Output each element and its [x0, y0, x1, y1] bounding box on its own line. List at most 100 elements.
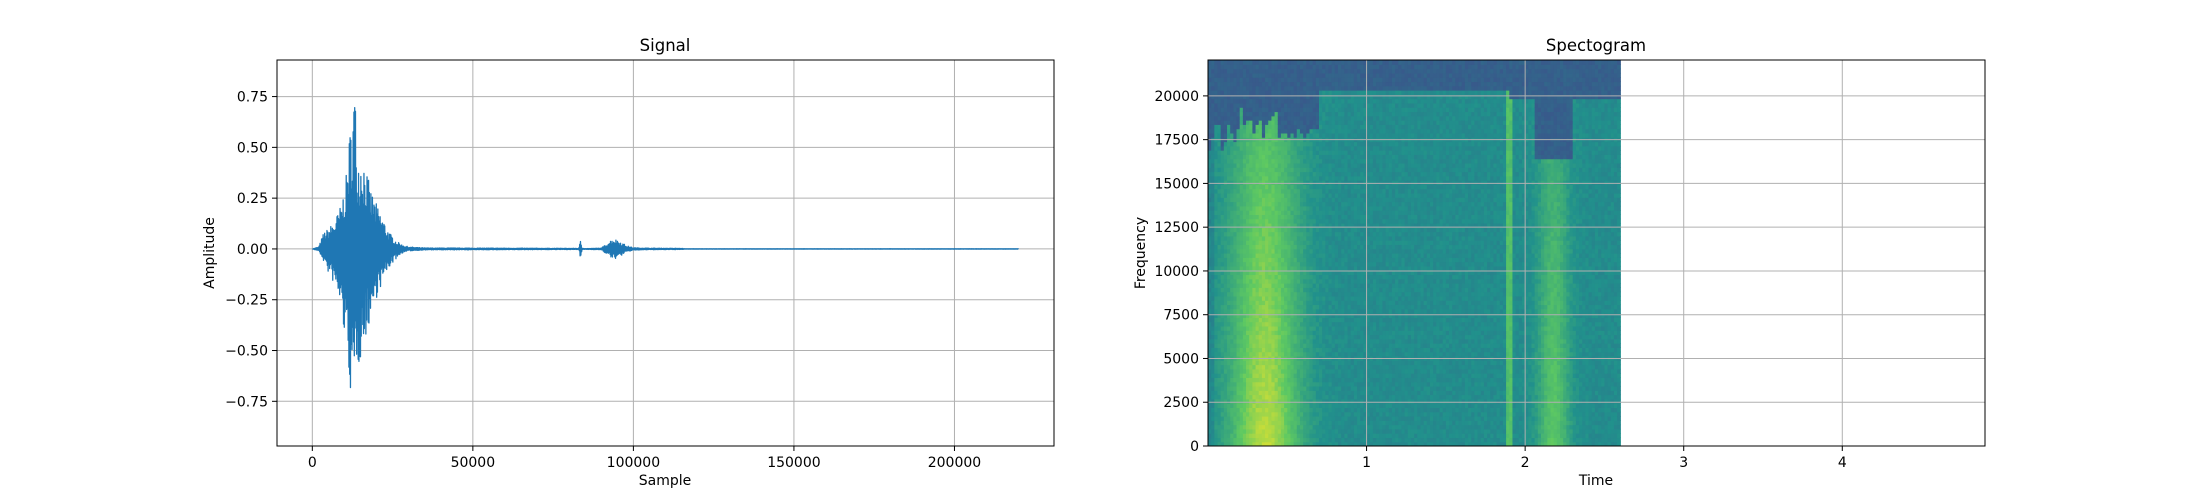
spectrogram-cell: [1208, 115, 1212, 121]
spectrogram-cell: [1211, 265, 1215, 271]
spectrogram-cell: [1258, 248, 1263, 254]
spectrogram-cell: [1287, 407, 1292, 413]
spectrogram-cell: [1290, 364, 1295, 370]
spectrogram-cell: [1220, 420, 1225, 426]
spectrogram-cell: [1233, 253, 1238, 258]
spectrogram-cell: [1242, 68, 1247, 74]
spectrogram-cell: [1258, 141, 1263, 147]
spectrogram-cell: [1284, 115, 1288, 121]
spectrogram-cell: [1236, 141, 1241, 147]
spectrogram-cell: [1265, 218, 1269, 224]
spectrogram-cell: [1217, 64, 1222, 70]
spectrogram-cell: [1242, 124, 1247, 130]
spectrogram-cell: [1242, 145, 1247, 151]
spectrogram-cell: [1252, 261, 1257, 267]
spectrogram-cell: [1227, 411, 1231, 417]
spectrogram-cell: [1227, 317, 1231, 323]
spectrogram-cell: [1284, 68, 1288, 74]
spectrogram-cell: [1239, 291, 1244, 297]
spectrogram-cell: [1246, 141, 1250, 147]
spectrogram-cell: [1230, 330, 1234, 336]
spectrogram-cell: [1246, 145, 1250, 151]
spectrogram-cell: [1268, 231, 1273, 237]
spectrogram-cell: [1246, 222, 1250, 228]
spectrogram-cell: [1214, 197, 1219, 203]
spectrogram-cell: [1268, 424, 1273, 430]
spectrogram-cell: [1252, 60, 1257, 65]
spectrogram-cell: [1214, 77, 1219, 83]
spectrogram-cell: [1265, 347, 1269, 353]
spectrogram-cell: [1242, 192, 1247, 198]
spectrogram-cell: [1217, 218, 1222, 224]
spectrogram-cell: [1274, 180, 1279, 185]
spectrogram-cell: [1255, 407, 1260, 413]
spectrogram-cell: [1249, 60, 1253, 65]
spectrogram-cell: [1280, 304, 1285, 310]
spectrogram-cell: [1230, 201, 1234, 207]
spectrogram-cell: [1214, 295, 1219, 301]
spectrogram-cell: [1236, 150, 1241, 155]
spectrogram-cell: [1220, 128, 1225, 134]
spectrogram-cell: [1252, 132, 1257, 138]
spectrogram-cell: [1227, 347, 1231, 353]
spectrogram-cell: [1239, 158, 1244, 164]
spectrogram-cell: [1227, 214, 1231, 220]
spectrogram-cell: [1284, 222, 1288, 228]
spectrogram-cell: [1284, 390, 1288, 396]
spectrogram-cell: [1265, 411, 1269, 417]
spectrogram-cell: [1246, 94, 1250, 100]
spectrogram-cell: [1255, 115, 1260, 121]
spectrogram-cell: [1280, 107, 1285, 113]
spectrogram-cell: [1217, 343, 1222, 348]
spectrogram-cell: [1249, 317, 1253, 323]
spectrogram-cell: [1277, 274, 1282, 280]
spectrogram-cell: [1268, 128, 1273, 134]
spectrogram-cell: [1239, 270, 1244, 276]
spectrogram-cell: [1252, 330, 1257, 336]
spectrogram-cell: [1246, 295, 1250, 301]
spectrogram-cell: [1268, 347, 1273, 353]
spectrogram-cell: [1287, 334, 1292, 340]
spectrogram-cell: [1258, 313, 1263, 318]
spectrogram-cell: [1290, 94, 1295, 100]
spectrogram-cell: [1208, 167, 1212, 173]
spectrogram-cell: [1223, 111, 1228, 117]
spectrogram-cell: [1258, 308, 1263, 314]
spectrogram-cell: [1261, 360, 1266, 366]
spectrogram-cell: [1239, 390, 1244, 396]
spectrogram-cell: [1265, 192, 1269, 198]
spectrogram-cell: [1268, 248, 1273, 254]
spectrogram-cell: [1261, 145, 1266, 151]
spectrogram-cell: [1217, 274, 1222, 280]
spectrogram-cell: [1223, 278, 1228, 284]
spectrogram-cell: [1230, 317, 1234, 323]
spectrogram-cell: [1277, 120, 1282, 125]
spectrogram-cell: [1284, 205, 1288, 211]
spectrogram-cell: [1214, 364, 1219, 370]
spectrogram-cell: [1233, 81, 1238, 87]
spectrogram-cell: [1268, 240, 1273, 246]
spectrogram-cell: [1246, 218, 1250, 224]
spectrogram-cell: [1230, 407, 1234, 413]
spectrogram-cell: [1220, 283, 1225, 288]
spectrogram-cell: [1284, 201, 1288, 207]
spectrogram-cell: [1242, 214, 1247, 220]
spectrogram-cell: [1214, 373, 1219, 378]
spectrogram-cell: [1214, 437, 1219, 443]
spectrogram-cell: [1220, 77, 1225, 83]
spectrogram-cell: [1265, 227, 1269, 233]
spectrogram-cell: [1208, 94, 1212, 100]
spectrogram-cell: [1258, 222, 1263, 228]
spectrogram-cell: [1255, 231, 1260, 237]
spectrogram-cell: [1265, 287, 1269, 293]
spectrogram-cell: [1284, 283, 1288, 288]
spectrogram-cell: [1236, 287, 1241, 293]
spectrogram-cell: [1227, 60, 1231, 65]
spectrogram-cell: [1255, 150, 1260, 155]
spectrogram-cell: [1261, 132, 1266, 138]
spectrogram-cell: [1261, 287, 1266, 293]
spectrogram-cell: [1249, 85, 1253, 91]
spectrogram-cell: [1246, 403, 1250, 408]
spectrogram-cell: [1287, 283, 1292, 288]
spectrogram-cell: [1265, 433, 1269, 439]
